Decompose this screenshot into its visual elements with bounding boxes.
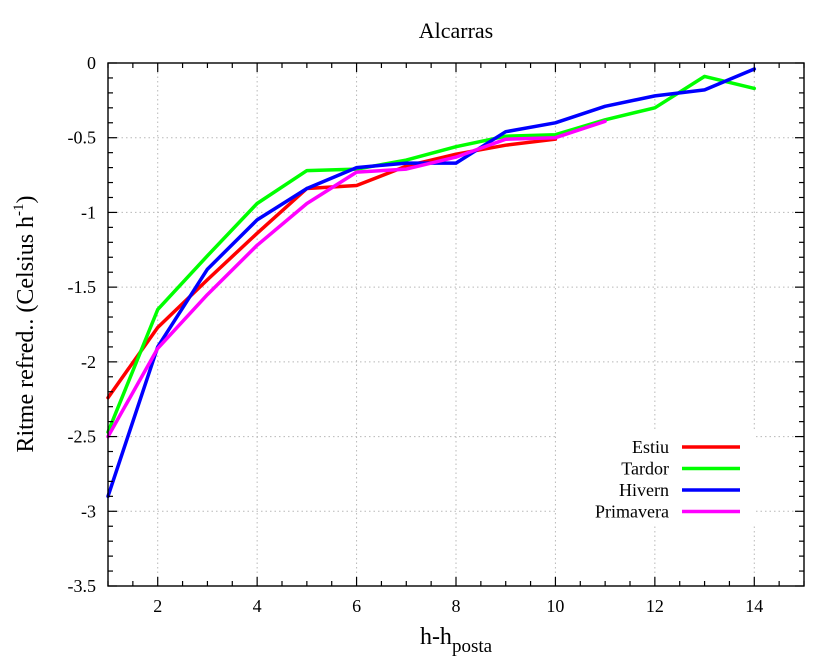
y-axis-label: Ritme refred.. (Celsius h-1) [11,195,39,452]
y-tick-label: 0 [87,53,96,73]
legend-label-estiu: Estiu [632,437,669,457]
grid-lines [108,63,804,586]
x-tick-label: 10 [546,596,564,616]
series-lines [106,67,757,499]
x-tick-label: 2 [153,596,162,616]
series-line-tardor [106,74,757,434]
x-axis-label: h-hposta [420,624,493,657]
legend-label-tardor: Tardor [621,459,669,479]
y-tick-label: -1.5 [68,277,97,297]
legend-label-primavera: Primavera [595,502,669,522]
y-tick-label: -3 [81,501,96,521]
x-tick-label: 6 [352,596,361,616]
x-tick-label: 12 [646,596,664,616]
x-tick-label: 14 [745,596,763,616]
series-line-primavera [106,119,607,439]
plot-frame [107,62,805,587]
y-tick-label: -1 [81,202,96,222]
y-tick-label: -3.5 [68,576,97,596]
x-tick-label: 8 [452,596,461,616]
x-tick-label: 4 [253,596,262,616]
legend-label-hivern: Hivern [619,480,669,500]
y-tick-label: -0.5 [68,128,97,148]
axis-ticks: 2 4 6 8 10 12 14 0 -0.5 -1 -1.5 -2 -2.5 -3 -3.5 [68,53,805,616]
y-tick-label: -2 [81,352,96,372]
y-tick-label: -2.5 [68,427,97,447]
chart-title: Alcarras [419,18,494,43]
